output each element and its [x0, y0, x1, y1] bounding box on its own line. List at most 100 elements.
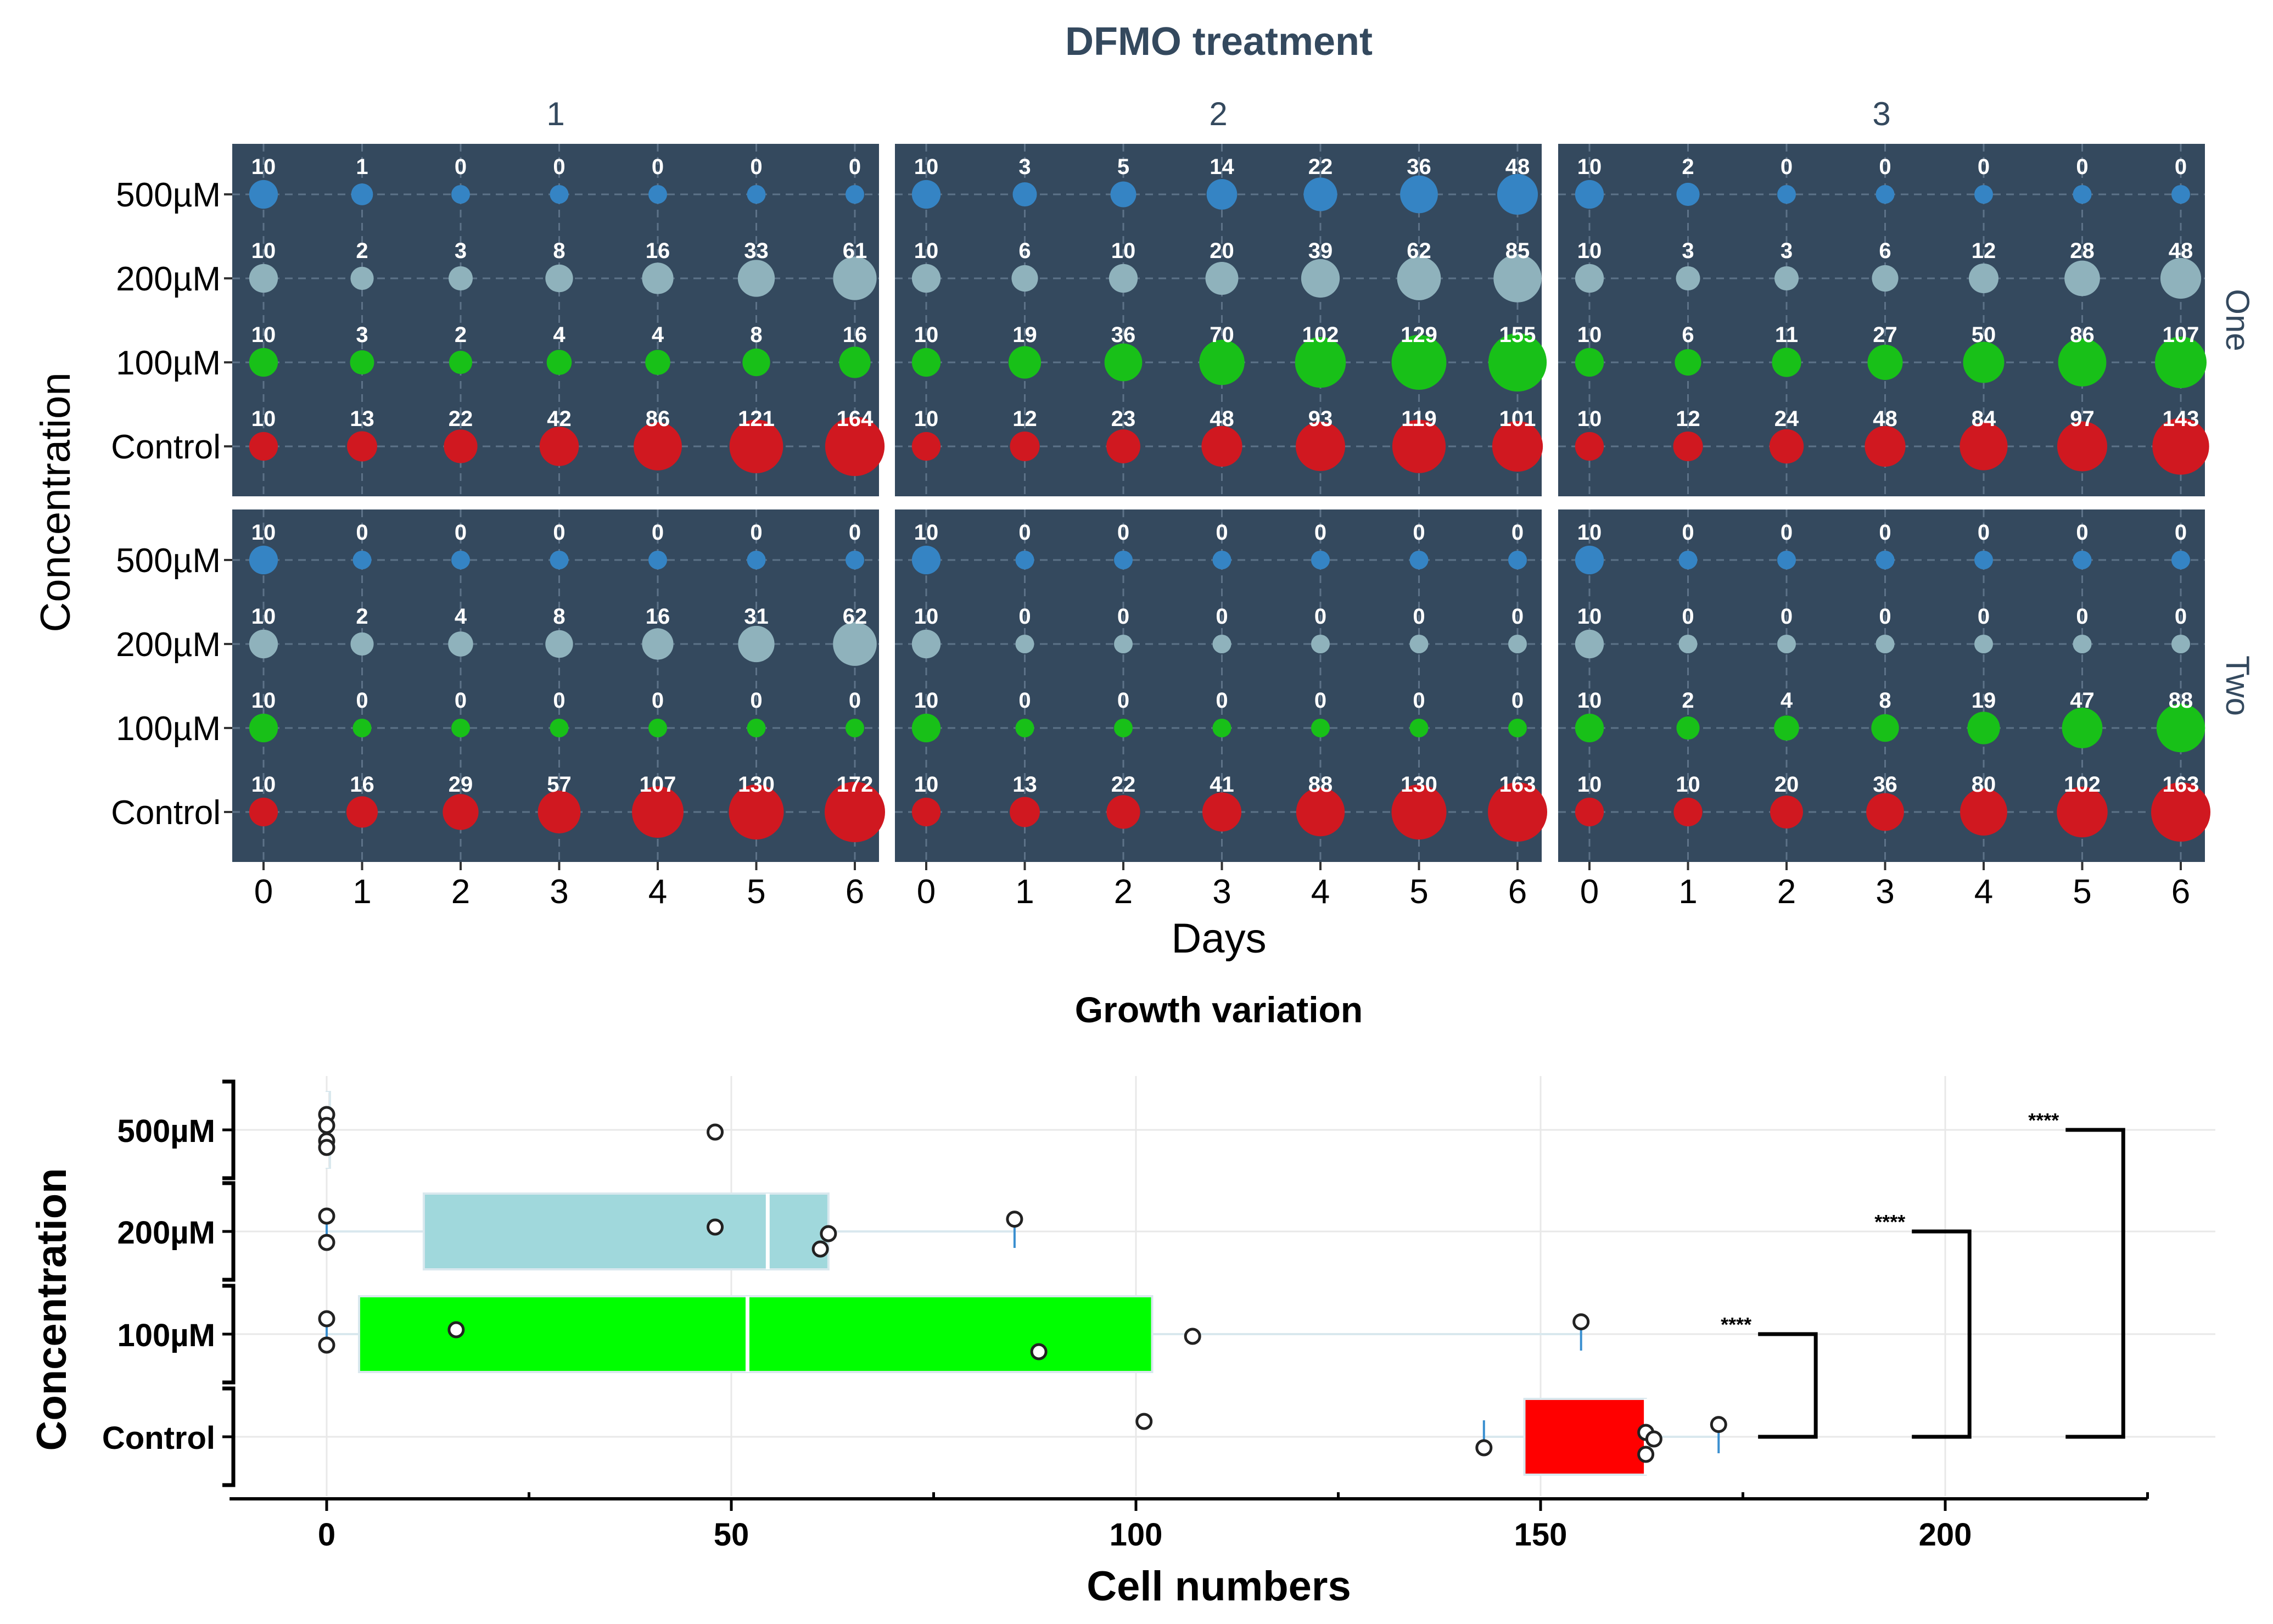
bubble-value-label: 10: [914, 772, 939, 797]
bubble-value-label: 0: [455, 520, 467, 545]
bubble-point: [350, 266, 374, 290]
bubble-point: [550, 719, 569, 737]
bubble-point: [742, 348, 770, 377]
bracket-line: [2065, 1128, 2125, 1439]
facet-col-label: 3: [1872, 96, 1890, 132]
bubble-point: [648, 185, 667, 204]
bubble-point: [1008, 346, 1042, 379]
data-point: [820, 1225, 837, 1242]
y-tick-label: 200µM: [116, 260, 221, 298]
bubble-point: [1201, 425, 1242, 467]
bubble-chart-ylabel: Concentration: [32, 372, 79, 632]
x-tick-label: 1: [352, 873, 371, 911]
bubble-value-label: 10: [251, 407, 276, 431]
box-plot-body: **** **** **** 500µM 200µM 100µM Control 0 50 100…: [102, 1076, 2215, 1553]
bubble-point: [449, 350, 473, 374]
significance-label: ****: [1874, 1211, 1905, 1233]
x-tick-label: 5: [1409, 873, 1428, 911]
bubble-point: [550, 551, 569, 569]
bubble-point: [1960, 422, 2008, 471]
bubble-value-label: 8: [1879, 688, 1891, 713]
bubble-value-label: 42: [547, 407, 572, 431]
bubble-point: [1497, 173, 1538, 215]
bubble-value-label: 0: [1682, 604, 1694, 629]
data-point: [318, 1207, 335, 1225]
bubble-value-label: 85: [1505, 239, 1530, 263]
bubble-value-label: 33: [744, 239, 769, 263]
bubble-point: [350, 350, 374, 375]
bubble-point: [1769, 429, 1804, 464]
x-tick-label: 2: [1777, 873, 1796, 911]
bubble-point: [2073, 635, 2092, 653]
bubble-point: [539, 427, 579, 466]
bubble-point: [1508, 719, 1527, 737]
data-point: [318, 1139, 335, 1156]
bubble-point: [249, 797, 278, 827]
bubble-value-label: 23: [1111, 407, 1136, 431]
data-point: [707, 1123, 724, 1141]
bubble-value-label: 16: [843, 323, 867, 347]
bubble-point: [747, 551, 766, 569]
data-point: [1135, 1413, 1153, 1430]
bubble-point: [2073, 185, 2092, 204]
bubble-value-label: 0: [1978, 604, 1990, 629]
bubble-point: [911, 348, 941, 377]
bubble-point: [645, 350, 670, 375]
box-group: [318, 1295, 1590, 1373]
bubble-point: [1295, 337, 1346, 388]
bubble-value-label: 2: [1682, 688, 1694, 713]
bubble-point: [737, 260, 775, 297]
bubble-point: [1392, 419, 1446, 473]
bubble-point: [1391, 784, 1447, 840]
bubble-point: [833, 622, 877, 666]
bubble-point: [1875, 635, 1895, 653]
bubble-value-label: 0: [849, 155, 861, 179]
bubble-value-label: 129: [1401, 323, 1437, 347]
bubble-point: [1575, 629, 1604, 659]
bubble-point: [352, 719, 372, 737]
bubble-point: [1575, 264, 1604, 293]
bubble-value-label: 10: [914, 323, 939, 347]
bubble-point: [1875, 185, 1895, 204]
y-tick-label: Control: [111, 794, 221, 832]
bubble-value-label: 0: [1682, 520, 1694, 545]
bubble-point: [1311, 719, 1330, 737]
y-tick-label: 100µM: [116, 344, 221, 382]
bubble-value-label: 0: [2076, 520, 2088, 545]
bubble-value-label: 0: [1511, 688, 1524, 713]
bubble-point: [1575, 348, 1604, 377]
x-tick-label: 3: [1875, 873, 1894, 911]
x-tick-label: 0: [254, 873, 273, 911]
bubble-value-label: 10: [1111, 239, 1136, 263]
bubble-point: [545, 264, 573, 293]
bubble-point: [1212, 719, 1231, 737]
bubble-point: [2152, 418, 2209, 475]
bubble-value-label: 102: [2064, 772, 2101, 797]
bubble-point: [346, 796, 378, 828]
bubble-point: [747, 719, 766, 737]
data-point: [447, 1321, 465, 1339]
bubble-point: [824, 781, 886, 843]
bubble-value-label: 10: [914, 155, 939, 179]
bubble-value-label: 61: [843, 239, 867, 263]
bubble-point: [642, 262, 674, 294]
data-point: [811, 1240, 829, 1258]
bubble-value-label: 0: [1413, 520, 1425, 545]
bubble-value-label: 22: [1308, 155, 1333, 179]
bubble-value-label: 0: [1117, 688, 1129, 713]
bubble-value-label: 0: [1879, 520, 1891, 545]
bubble-point: [1676, 182, 1700, 206]
bubble-point: [1974, 185, 1993, 204]
bubble-value-label: 0: [2175, 520, 2187, 545]
bubble-point: [451, 551, 470, 569]
data-point: [1184, 1328, 1201, 1345]
bubble-point: [2062, 708, 2103, 748]
bubble-value-label: 31: [744, 604, 769, 629]
bubble-value-label: 0: [2175, 155, 2187, 179]
x-tick-label: 5: [2073, 873, 2091, 911]
bubble-value-label: 130: [738, 772, 775, 797]
bubble-value-label: 10: [1577, 520, 1602, 545]
box-iqr: [1523, 1398, 1647, 1476]
bubble-value-label: 57: [547, 772, 572, 797]
